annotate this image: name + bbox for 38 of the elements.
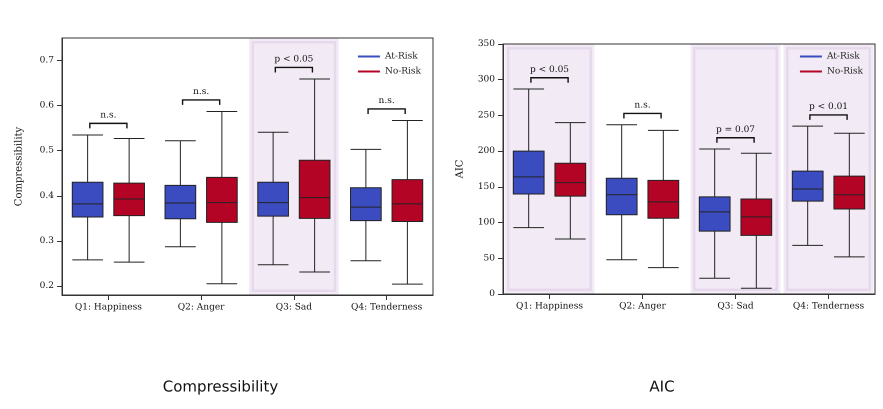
x-tick-label: Q1: Happiness: [74, 302, 142, 312]
y-tick-label: 200: [478, 146, 496, 156]
x-tick-label: Q1: Happiness: [516, 302, 584, 312]
y-tick-label: 0.3: [40, 236, 54, 246]
text: Compressibility: [162, 378, 278, 396]
y-tick-label: 0.6: [40, 100, 54, 111]
legend-label: No-Risk: [826, 66, 864, 76]
x-tick-label: Q4: Tenderness: [792, 302, 864, 312]
y-tick-label: 0: [489, 289, 496, 299]
y-tick-label: 50: [484, 253, 496, 264]
x-tick-label: Q3: Sad: [276, 302, 312, 312]
legend-label: At-Risk: [384, 52, 418, 62]
annotation: p < 0.05: [530, 64, 570, 75]
y-tick-label: 150: [478, 182, 496, 192]
legend-label: No-Risk: [384, 66, 422, 76]
annotation: n.s.: [100, 110, 117, 120]
annotation: n.s.: [193, 86, 210, 97]
y-axis-title: AIC: [454, 159, 466, 180]
x-tick-label: Q2: Anger: [619, 302, 667, 312]
legend-label: At-Risk: [826, 52, 860, 62]
y-tick-label: 0.7: [40, 56, 54, 66]
y-tick-label: 0.2: [40, 280, 54, 291]
annotation: p < 0.01: [808, 102, 848, 112]
y-tick-label: 250: [478, 110, 496, 120]
y-tick-label: 100: [478, 218, 496, 228]
annotation: p < 0.05: [274, 54, 314, 64]
annotation: n.s.: [378, 96, 395, 106]
y-tick-label: 0.4: [40, 190, 54, 201]
text: AIC: [649, 378, 675, 396]
x-tick-label: Q4: Tenderness: [351, 302, 423, 312]
y-tick-label: 300: [478, 74, 496, 85]
y-tick-label: 0.5: [40, 146, 54, 156]
annotation: n.s.: [634, 100, 651, 110]
y-tick-label: 350: [478, 39, 496, 49]
x-tick-label: Q3: Sad: [717, 302, 754, 312]
y-axis-title: Compressibility: [14, 126, 24, 206]
x-tick-label: Q2: Anger: [178, 302, 226, 312]
annotation: p = 0.07: [716, 124, 756, 135]
